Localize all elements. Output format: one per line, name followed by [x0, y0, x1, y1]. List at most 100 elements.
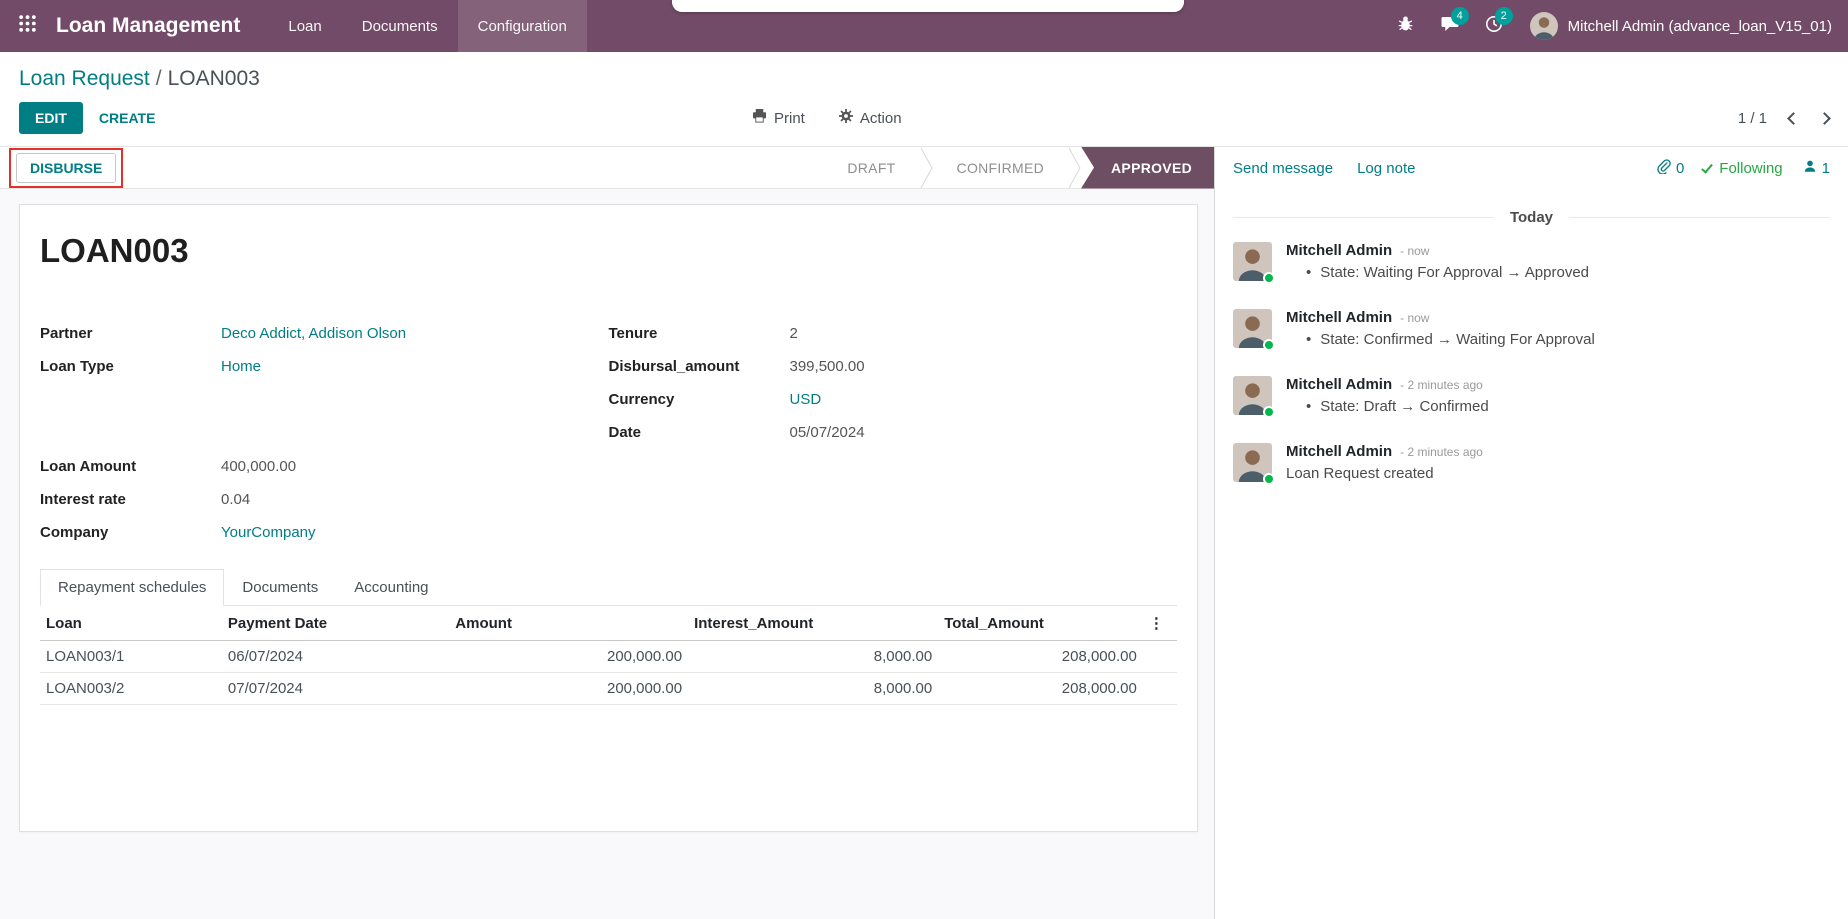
field-currency: Currency USD: [609, 383, 1178, 416]
repayment-table: Loan Payment Date Amount Interest_Amount…: [40, 606, 1177, 705]
activities-button[interactable]: 2: [1472, 0, 1516, 52]
send-message-button[interactable]: Send message: [1233, 159, 1334, 177]
check-icon: [1701, 160, 1714, 174]
disburse-button[interactable]: DISBURSE: [16, 152, 117, 183]
following-label: Following: [1719, 159, 1783, 177]
online-status-dot: [1263, 473, 1275, 485]
cell-loan: LOAN003/1: [40, 640, 222, 673]
activities-badge: 2: [1494, 7, 1513, 25]
field-interest-rate: Interest rate 0.04: [40, 483, 609, 516]
field-company: Company YourCompany: [40, 516, 609, 549]
message-content: Mitchell Admin - now State: Waiting For …: [1286, 242, 1589, 281]
attachments-button[interactable]: 0: [1656, 158, 1685, 178]
column-payment-date: Payment Date: [221, 606, 450, 641]
cell-payment-date: 07/07/2024: [221, 672, 450, 705]
message-avatar: [1233, 376, 1275, 418]
column-loan: Loan: [40, 606, 222, 641]
currency-link[interactable]: USD: [789, 391, 822, 408]
cell-loan: LOAN003/2: [40, 672, 222, 705]
cell-blank: [1142, 640, 1177, 673]
followers-button[interactable]: 1: [1803, 159, 1830, 177]
debug-button[interactable]: [1384, 0, 1428, 52]
field-spacer: [40, 383, 609, 450]
date-value: 05/07/2024: [789, 424, 865, 441]
chatter-message: Mitchell Admin - now State: Confirmed → …: [1215, 297, 1848, 351]
form-view: LOAN003 Partner Deco Addict, Addison Ols…: [0, 189, 1214, 919]
form-column: DISBURSE DRAFT CONFIRMED APPROVED LOAN0: [0, 146, 1214, 919]
print-button[interactable]: Print: [752, 109, 805, 127]
chatter-message: Mitchell Admin - 2 minutes ago Loan Requ…: [1215, 431, 1848, 485]
table-row[interactable]: LOAN003/2 07/07/2024 200,000.00 8,000.00…: [40, 672, 1177, 705]
company-link[interactable]: YourCompany: [221, 524, 316, 541]
field-column-left: Partner Deco Addict, Addison Olson Loan …: [40, 317, 609, 549]
following-button[interactable]: Following: [1701, 159, 1783, 177]
loan-type-link[interactable]: Home: [221, 358, 262, 375]
cell-payment-date: 06/07/2024: [221, 640, 450, 673]
pager-previous-icon[interactable]: [1787, 111, 1800, 125]
breadcrumb-separator: /: [155, 67, 162, 90]
cell-blank: [1142, 672, 1177, 705]
messages-button[interactable]: 4: [1428, 0, 1472, 52]
action-button[interactable]: Action: [838, 109, 902, 127]
field-label: Date: [608, 424, 642, 441]
partner-link[interactable]: Deco Addict, Addison Olson: [221, 325, 407, 342]
attachment-count: 0: [1675, 159, 1685, 177]
tab-accounting[interactable]: Accounting: [354, 579, 429, 596]
bug-icon: [1397, 15, 1414, 37]
stage-approved[interactable]: APPROVED: [1081, 146, 1214, 189]
field-label: Partner: [40, 325, 93, 342]
control-panel-buttons: EDIT CREATE Print: [0, 92, 1848, 146]
column-interest-amount: Interest_Amount: [688, 606, 939, 641]
message-content: Mitchell Admin - 2 minutes ago Loan Requ…: [1286, 443, 1483, 482]
online-status-dot: [1263, 272, 1275, 284]
message-avatar: [1233, 443, 1275, 485]
tenure-value: 2: [789, 325, 798, 342]
print-action-group: Print: [752, 109, 902, 127]
messages-badge: 4: [1450, 7, 1469, 25]
search-pill[interactable]: [672, 0, 1184, 12]
app-name[interactable]: Loan Management: [56, 14, 241, 37]
breadcrumb-parent[interactable]: Loan Request: [19, 67, 150, 90]
control-panel: Loan Request / LOAN003 EDIT CREATE Print: [0, 52, 1848, 147]
optional-columns-icon[interactable]: ⋮: [1142, 606, 1177, 641]
message-body: Loan Request created: [1286, 465, 1434, 482]
message-time: - 2 minutes ago: [1400, 445, 1483, 459]
field-date: Date 05/07/2024: [609, 416, 1178, 449]
paperclip-icon: [1656, 158, 1671, 178]
pager-counter: 1 / 1: [1737, 109, 1767, 127]
stage-confirmed[interactable]: CONFIRMED: [956, 159, 1045, 176]
user-avatar: [1529, 12, 1558, 40]
chatter-message: Mitchell Admin - now State: Waiting For …: [1215, 230, 1848, 284]
message-body: State: Draft → Confirmed: [1286, 398, 1488, 415]
chatter-tools: 0 Following 1: [1656, 158, 1830, 178]
message-body: State: Waiting For Approval → Approved: [1286, 264, 1589, 281]
pager-next-icon[interactable]: [1818, 111, 1831, 125]
menu-configuration[interactable]: Configuration: [457, 0, 587, 52]
menu-loan[interactable]: Loan: [288, 17, 322, 35]
create-button[interactable]: CREATE: [83, 102, 172, 134]
navbar-systray: 4 2 Mitchell Admin (adva: [1384, 0, 1848, 52]
apps-menu-button[interactable]: [0, 0, 54, 52]
apps-grid-icon: [18, 14, 37, 38]
log-note-button[interactable]: Log note: [1357, 159, 1416, 177]
statusbar: DISBURSE DRAFT CONFIRMED APPROVED: [0, 146, 1214, 189]
menu-documents[interactable]: Documents: [361, 17, 438, 35]
edit-button[interactable]: EDIT: [19, 102, 83, 134]
print-label: Print: [774, 109, 805, 127]
field-tenure: Tenure 2: [609, 317, 1178, 350]
user-menu[interactable]: Mitchell Admin (advance_loan_V15_01): [1529, 12, 1832, 40]
tab-repayment-schedules[interactable]: Repayment schedules: [40, 569, 225, 606]
stage-draft[interactable]: DRAFT: [847, 159, 896, 176]
printer-icon: [752, 109, 767, 127]
table-row[interactable]: LOAN003/1 06/07/2024 200,000.00 8,000.00…: [40, 640, 1177, 673]
cell-total-amount: 208,000.00: [938, 672, 1143, 705]
message-time: - now: [1400, 311, 1430, 325]
field-loan-type: Loan Type Home: [40, 350, 609, 383]
field-label: Tenure: [608, 325, 658, 342]
breadcrumb-current: LOAN003: [167, 67, 260, 90]
date-divider: Today: [1233, 209, 1830, 226]
field-column-right: Tenure 2 Disbursal_amount 399,500.00 Cur…: [609, 317, 1178, 549]
message-author: Mitchell Admin: [1286, 376, 1393, 393]
tab-documents[interactable]: Documents: [242, 579, 319, 596]
breadcrumb: Loan Request / LOAN003: [0, 66, 1848, 92]
